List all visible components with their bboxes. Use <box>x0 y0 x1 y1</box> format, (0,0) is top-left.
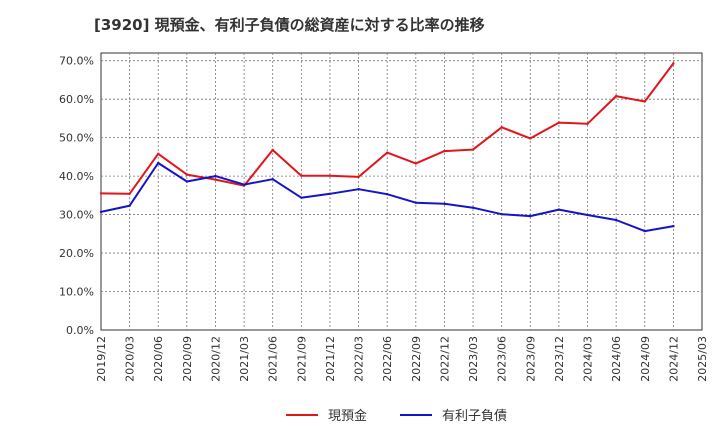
x-tick-label: 2021/12 <box>324 336 337 382</box>
data-point <box>214 174 217 178</box>
data-point <box>643 229 646 233</box>
data-point <box>643 100 646 103</box>
data-point <box>443 149 446 153</box>
data-point <box>500 212 503 216</box>
data-point <box>414 162 418 165</box>
data-point <box>557 121 561 124</box>
x-tick-label: 2023/12 <box>553 336 566 382</box>
plot-area <box>100 52 703 331</box>
data-point <box>443 202 446 206</box>
data-point <box>586 213 589 217</box>
data-point <box>328 192 332 196</box>
data-point <box>500 126 503 129</box>
x-tick-label: 2021/09 <box>295 336 308 382</box>
legend: 現預金 有利子負債 <box>286 408 507 424</box>
x-tick-label: 2019/12 <box>95 336 108 382</box>
y-tick-label: 0.0% <box>66 324 94 337</box>
x-tick-label: 2024/06 <box>610 336 623 382</box>
legend-label: 現預金 <box>328 408 367 424</box>
axes: 0.0% 10.0% 20.0% 30.0% 40.0% 50.0% 60.0% 70.0% 2… <box>59 55 709 382</box>
x-tick-label: 2021/06 <box>267 336 280 382</box>
y-tick-label: 10.0% <box>59 286 94 299</box>
data-point <box>271 148 274 152</box>
x-tick-label: 2020/12 <box>209 336 222 382</box>
data-point <box>157 161 160 165</box>
data-point <box>672 224 675 228</box>
data-point <box>300 196 303 199</box>
data-point <box>271 177 274 181</box>
legend-label: 有利子負債 <box>442 409 507 424</box>
chart-title: [3920] 現預金、有利子負債の総資産に対する比率の推移 <box>94 16 485 34</box>
data-point <box>128 192 131 196</box>
x-tick-label: 2024/03 <box>582 336 595 382</box>
grid <box>100 52 703 331</box>
data-point <box>385 192 389 196</box>
x-tick-label: 2020/06 <box>152 336 165 382</box>
y-tick-label: 20.0% <box>59 247 94 260</box>
data-point <box>214 178 217 181</box>
y-tick-label: 70.0% <box>59 55 94 68</box>
x-tick-label: 2020/03 <box>124 336 137 382</box>
x-tick-label: 2024/12 <box>667 336 680 382</box>
data-point <box>185 173 189 176</box>
y-tick-label: 50.0% <box>59 132 94 145</box>
data-point <box>471 148 475 151</box>
data-point <box>414 201 418 204</box>
data-point <box>300 174 303 177</box>
data-point <box>529 214 532 218</box>
y-tick-label: 40.0% <box>59 170 94 183</box>
data-point <box>557 208 561 211</box>
x-tick-label: 2025/03 <box>696 336 709 382</box>
x-tick-label: 2023/06 <box>496 336 509 382</box>
data-point <box>385 151 389 154</box>
x-tick-label: 2021/03 <box>238 336 251 382</box>
data-point <box>185 180 189 183</box>
x-tick-label: 2020/09 <box>181 336 194 382</box>
data-point <box>328 174 332 177</box>
x-tick-label: 2024/09 <box>639 336 652 382</box>
data-point <box>128 204 131 207</box>
x-tick-label: 2023/03 <box>467 336 480 382</box>
data-point <box>99 210 103 214</box>
data-point <box>471 206 475 209</box>
data-point <box>529 137 532 140</box>
y-tick-label: 60.0% <box>59 93 94 106</box>
data-point <box>357 175 360 179</box>
x-tick-label: 2023/09 <box>524 336 537 382</box>
data-point <box>614 218 618 222</box>
series-lines <box>99 62 675 233</box>
y-tick-label: 30.0% <box>59 209 94 222</box>
data-point <box>99 192 103 195</box>
x-tick-label: 2022/03 <box>353 336 366 382</box>
data-point <box>672 62 675 65</box>
x-tick-label: 2022/12 <box>438 336 451 382</box>
data-point <box>614 94 618 98</box>
data-point <box>242 183 246 186</box>
x-tick-label: 2022/06 <box>381 336 394 382</box>
data-point <box>357 187 360 191</box>
x-tick-label: 2022/09 <box>410 336 423 382</box>
data-point <box>157 152 160 155</box>
data-point <box>586 122 589 125</box>
